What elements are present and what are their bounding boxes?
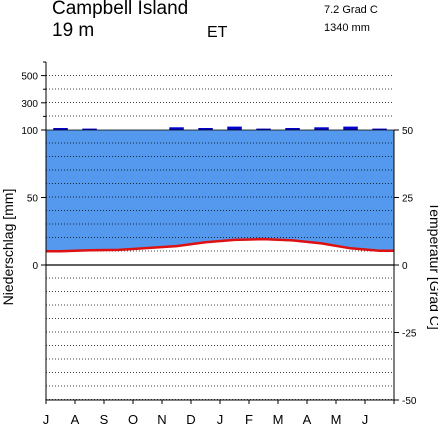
x-tick-label: J <box>43 412 50 427</box>
precipitation-excess-mark <box>53 128 68 130</box>
y-left-tick-label: 100 <box>21 126 38 137</box>
x-tick-label: A <box>71 412 80 427</box>
y-left-tick-label: 0 <box>32 261 38 272</box>
x-tick-label: M <box>273 412 284 427</box>
climate-class: ET <box>207 24 228 41</box>
y-axis-label-right: Temperatur [Grad C] <box>427 202 438 330</box>
precipitation-excess-layer <box>53 126 387 130</box>
precipitation-excess-mark <box>227 126 242 130</box>
mean-temperature: 7.2 Grad C <box>324 4 378 16</box>
x-tick-label: J <box>362 412 369 427</box>
y-left-tick-label: 300 <box>21 99 38 110</box>
x-tick-label: F <box>245 412 253 427</box>
x-tick-label: D <box>186 412 195 427</box>
station-name: Campbell Island <box>52 0 189 19</box>
temperature-line <box>46 237 394 253</box>
x-tick-label: N <box>157 412 166 427</box>
precipitation-excess-mark <box>285 128 300 130</box>
y-right-tick-label: -25 <box>402 329 417 340</box>
x-tick-label: S <box>100 412 109 427</box>
y-left-tick-label: 500 <box>21 72 38 83</box>
temperature-line-layer <box>46 237 394 253</box>
precipitation-excess-mark <box>314 127 329 130</box>
precipitation-excess-mark <box>372 128 387 130</box>
y-axis-label-left: Niederschlag [mm] <box>0 189 16 306</box>
precipitation-excess-mark <box>82 128 97 130</box>
y-right-tick-label: -50 <box>402 396 417 407</box>
x-tick-label: O <box>128 412 138 427</box>
y-right-tick-label: 0 <box>402 261 408 272</box>
y-right-tick-label: 50 <box>402 126 414 137</box>
station-elevation: 19 m <box>52 20 95 41</box>
grid-layer <box>46 75 394 400</box>
x-tick-label: J <box>217 412 224 427</box>
precipitation-excess-mark <box>343 126 358 130</box>
y-right-tick-label: 25 <box>402 194 414 205</box>
precipitation-excess-mark <box>169 127 184 130</box>
precipitation-excess-mark <box>256 128 271 130</box>
x-tick-label: A <box>303 412 312 427</box>
x-tick-label: M <box>331 412 342 427</box>
annual-precipitation: 1340 mm <box>324 22 370 34</box>
humid-area <box>46 130 394 252</box>
precipitation-excess-mark <box>198 128 213 130</box>
y-left-tick-label: 50 <box>27 194 39 205</box>
humid-area-layer <box>46 130 394 252</box>
